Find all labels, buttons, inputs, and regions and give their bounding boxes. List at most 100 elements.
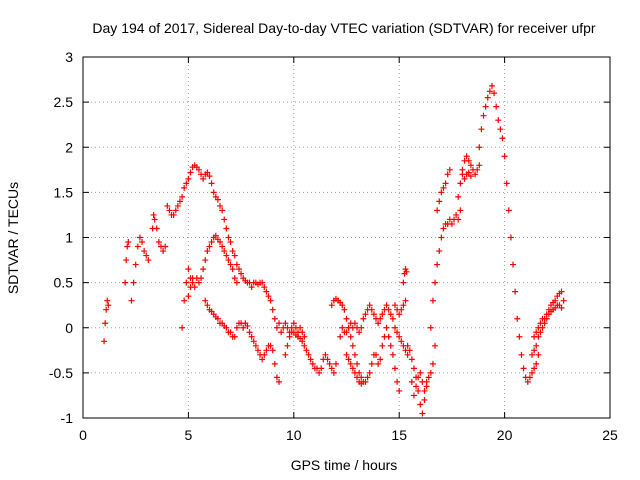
data-point-plus — [531, 365, 538, 372]
data-point-plus — [105, 302, 112, 309]
data-point-plus — [179, 193, 186, 200]
data-point-plus — [531, 347, 538, 354]
data-point-plus — [276, 378, 283, 385]
data-point-plus — [457, 180, 464, 187]
data-point-plus — [360, 315, 367, 322]
data-point-plus — [139, 239, 146, 246]
data-point-plus — [202, 257, 209, 264]
data-point-plus — [427, 324, 434, 331]
data-point-plus — [339, 324, 346, 331]
data-point-plus — [480, 112, 487, 119]
y-tick-label: 0 — [65, 320, 73, 336]
data-point-plus — [130, 279, 137, 286]
data-point-plus — [402, 297, 409, 304]
data-point-plus — [290, 320, 297, 327]
data-point-plus — [448, 220, 455, 227]
data-point-plus — [246, 329, 253, 336]
data-point-plus — [351, 320, 358, 327]
data-point-plus — [204, 169, 211, 176]
data-point-plus — [345, 356, 352, 363]
data-point-plus — [526, 374, 533, 381]
data-point-plus — [476, 144, 483, 151]
data-point-plus — [455, 193, 462, 200]
data-point-plus — [263, 347, 270, 354]
data-point-plus — [143, 252, 150, 259]
data-point-plus — [398, 306, 405, 313]
data-point-plus — [552, 297, 559, 304]
data-point-plus — [476, 162, 483, 169]
data-point-plus — [301, 333, 308, 340]
data-point-plus — [212, 232, 219, 239]
data-point-plus — [341, 306, 348, 313]
x-tick-label: 20 — [497, 427, 513, 443]
data-point-plus — [238, 270, 245, 277]
data-point-plus — [370, 311, 377, 318]
data-point-plus — [391, 302, 398, 309]
data-point-plus — [185, 175, 192, 182]
data-point-plus — [229, 266, 236, 273]
data-point-plus — [217, 202, 224, 209]
data-point-plus — [379, 311, 386, 318]
data-point-plus — [231, 275, 238, 282]
data-point-plus — [354, 360, 361, 367]
data-point-plus — [123, 257, 130, 264]
data-point-plus — [427, 369, 434, 376]
data-point-plus — [307, 356, 314, 363]
data-point-plus — [560, 297, 567, 304]
x-tick-label: 25 — [602, 427, 618, 443]
data-point-plus — [122, 279, 129, 286]
data-point-plus — [343, 315, 350, 322]
data-point-plus — [514, 315, 521, 322]
data-point-plus — [282, 351, 289, 358]
data-point-plus — [134, 243, 141, 250]
data-point-plus — [208, 180, 215, 187]
data-point-plus — [339, 302, 346, 309]
data-point-plus — [223, 225, 230, 232]
data-point-plus — [328, 365, 335, 372]
data-point-plus — [421, 396, 428, 403]
data-point-plus — [183, 180, 190, 187]
data-point-plus — [347, 360, 354, 367]
data-point-plus — [391, 365, 398, 372]
data-point-plus — [501, 153, 508, 160]
data-point-plus — [385, 306, 392, 313]
data-point-plus — [343, 329, 350, 336]
data-point-plus — [400, 302, 407, 309]
data-point-plus — [233, 324, 240, 331]
data-point-plus — [533, 360, 540, 367]
data-point-plus — [248, 284, 255, 291]
data-point-plus — [244, 322, 251, 329]
data-point-plus — [322, 351, 329, 358]
data-point-plus — [261, 351, 268, 358]
data-point-plus — [375, 320, 382, 327]
y-tick-label: 2.5 — [54, 94, 74, 110]
x-tick-label: 10 — [286, 427, 302, 443]
data-point-plus — [332, 360, 339, 367]
data-point-plus — [195, 279, 202, 286]
data-point-plus — [404, 351, 411, 358]
data-point-plus — [440, 184, 447, 191]
data-point-plus — [248, 333, 255, 340]
data-point-plus — [267, 342, 274, 349]
y-tick-label: 2 — [65, 139, 73, 155]
data-point-plus — [467, 162, 474, 169]
data-point-plus — [229, 248, 236, 255]
y-axis-label: SDTVAR / TECUs — [5, 182, 21, 294]
data-point-plus — [510, 261, 517, 268]
data-point-plus — [278, 329, 285, 336]
axis-ticks: 0 5 10 15 20 25 -1 -0.5 0 0.5 1 1.5 2 2.5 3 — [49, 49, 618, 443]
data-point-plus — [206, 243, 213, 250]
data-point-plus — [231, 252, 238, 259]
data-point-plus — [297, 324, 304, 331]
data-point-plus — [233, 279, 240, 286]
data-point-plus — [529, 351, 536, 358]
data-point-plus — [467, 173, 474, 180]
data-point-plus — [269, 347, 276, 354]
data-point-plus — [153, 225, 160, 232]
y-tick-label: -1 — [61, 410, 74, 426]
y-tick-label: -0.5 — [49, 365, 73, 381]
y-tick-label: 3 — [65, 49, 73, 65]
data-point-plus — [362, 378, 369, 385]
data-point-plus — [214, 315, 221, 322]
